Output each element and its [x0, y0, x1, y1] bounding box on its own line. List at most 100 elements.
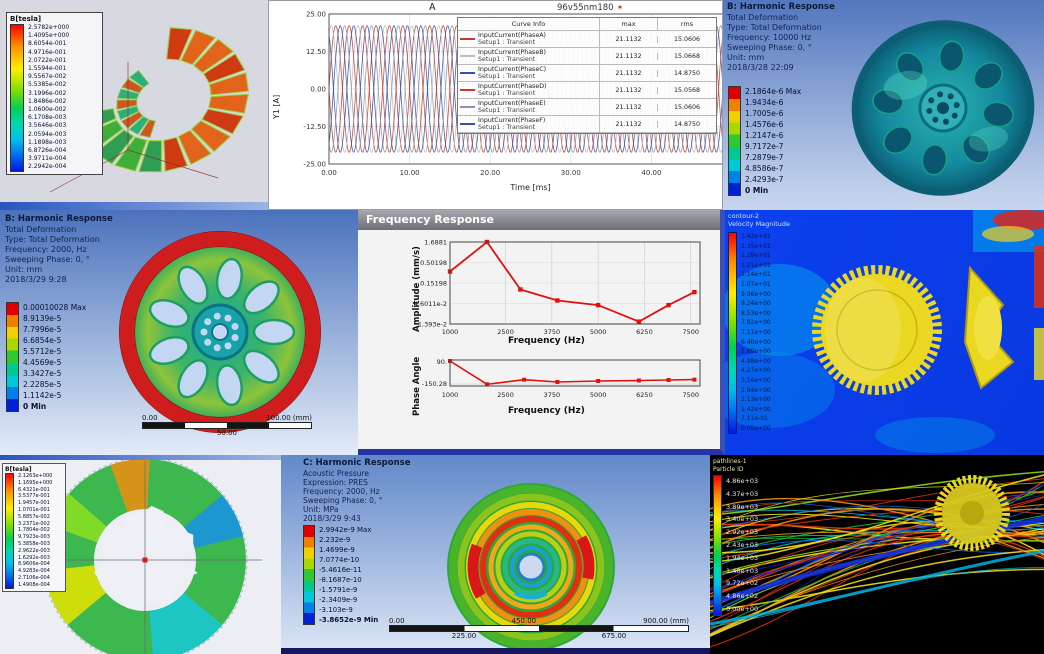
svg-text:4.6011e-2: 4.6011e-2	[414, 300, 447, 308]
scale-ruler: 0.00 450.00 900.00 (mm) 225.00 675.00	[389, 617, 689, 640]
svg-text:0.00: 0.00	[321, 169, 337, 177]
legend-value: 1.07e+01	[741, 280, 771, 288]
legend-value: 2.43e+03	[726, 540, 759, 549]
legend-value: 6.40e+00	[741, 338, 771, 346]
legend-value: 1.21e+01	[741, 261, 771, 269]
result-info-line: Unit: MPa	[303, 505, 339, 514]
result-title: B: Harmonic Response	[5, 214, 113, 224]
panel-harmonic-10000hz: B: Harmonic Response Total Deformation Ty…	[723, 0, 1044, 210]
legend-value: 7.0774e-10	[319, 556, 360, 564]
marker-icon	[614, 3, 624, 13]
legend-value: -2.3409e-9	[319, 596, 358, 604]
legend-value: -8.1687e-10	[319, 576, 362, 584]
legend-value: 1.1695e+000	[18, 479, 53, 486]
window-titlebar[interactable]: Frequency Response	[358, 210, 720, 230]
svg-text:20.00: 20.00	[480, 169, 500, 177]
svg-text:2500: 2500	[497, 391, 514, 399]
curve-legend-header: Curve Info max rms	[458, 18, 716, 31]
curve-name: InputCurrent(PhaseA)	[478, 32, 546, 39]
colorbar	[713, 475, 722, 616]
curve-legend-row: InputCurrent(PhaseB) Setup1 : Transient 2…	[458, 48, 716, 65]
pathlines-variable: Particle ID	[713, 465, 744, 473]
ruler-bar	[389, 625, 689, 632]
legend-value: 5.3858e-003	[18, 540, 50, 547]
field-legend: B[tesla] 2.5782e+000 1.4095e+000 8.6054e-0…	[6, 12, 103, 175]
svg-text:7500: 7500	[682, 328, 699, 336]
legend-value: 1.7804e-002	[18, 527, 50, 534]
particle-legend: 4.86e+03 4.37e+03 3.89e+03 3.40e+03 2.92e+03…	[713, 475, 758, 616]
curve-legend-row: InputCurrent(PhaseF) Setup1 : Transient 2…	[458, 116, 716, 133]
curve-rms: 15.0606	[673, 35, 701, 43]
legend-value: -1.5791e-9	[319, 586, 358, 594]
deformation-legend: 2.1864e-6 Max 1.9434e-6 1.7005e-6 1.4576e-6…	[728, 86, 801, 196]
frequency-axis-label: Frequency (Hz)	[508, 336, 585, 346]
colorbar	[5, 473, 14, 589]
legend-value: 0 Min	[745, 186, 769, 195]
curve-max: 21.1132	[600, 120, 658, 128]
ring-field-plot	[28, 457, 262, 654]
result-info-line: Sweeping Phase: 0, °	[303, 496, 383, 505]
legend-value: 2.4293e-7	[745, 175, 784, 184]
ruler-q1: 225.00	[451, 632, 477, 640]
legend-value: 3.9711e-004	[28, 155, 67, 163]
legend-value: 1.4576e-6	[745, 120, 784, 129]
legend-value: 1.0701e-001	[18, 506, 50, 513]
panel-velocity-contour: contour-2 Velocity Magnitude 1.42e+01 1.3…	[725, 210, 1044, 455]
legend-value: 9.96e+00	[741, 290, 771, 298]
legend-value: 5.5712e-5	[23, 347, 62, 356]
result-info: B: Harmonic Response Total Deformation Ty…	[5, 214, 113, 285]
legend-value: 0.00010028 Max	[23, 303, 87, 312]
legend-value: 8.9139e-5	[23, 314, 62, 323]
result-info-line: Unit: mm	[5, 265, 43, 274]
curve-setup: Setup1 : Transient	[478, 39, 536, 46]
result-info-line: Frequency: 10000 Hz	[727, 33, 812, 42]
legend-value: 1.9434e-6	[745, 98, 784, 107]
legend-value: 5.69e+00	[741, 348, 771, 356]
legend-value: 1.7005e-6	[745, 109, 784, 118]
ruler-max: 100.00 (mm)	[266, 414, 312, 422]
svg-text:-150.28: -150.28	[422, 380, 447, 388]
ruler-q3: 675.00	[601, 632, 627, 640]
legend-value: 7.7996e-5	[23, 325, 62, 334]
torus-field-plot	[49, 27, 250, 193]
legend-value: 4.37e+03	[726, 489, 759, 498]
legend-value: 0 Min	[23, 402, 47, 411]
result-info-line: Type: Total Deformation	[5, 235, 100, 244]
result-info-line: Frequency: 2000, Hz	[5, 245, 87, 254]
ruler-max: 900.00 (mm)	[643, 617, 689, 625]
scale-ruler: 0.00 100.00 (mm) 50.00	[142, 414, 312, 437]
window-edge-strip	[0, 202, 268, 210]
svg-text:3750: 3750	[544, 391, 561, 399]
legend-value: 1.4908e-004	[18, 581, 50, 588]
legend-title: B[tesla]	[5, 466, 32, 473]
legend-value: 9.5567e-002	[28, 73, 67, 81]
legend-value: 1.1142e-5	[23, 391, 62, 400]
svg-text:10.00: 10.00	[400, 169, 420, 177]
legend-value: -5.4616e-11	[319, 566, 362, 574]
result-info: B: Harmonic Response Total Deformation Ty…	[727, 2, 835, 73]
legend-value: 2.5782e+000	[28, 24, 70, 31]
legend-value: 7.11e+00	[741, 328, 771, 336]
result-info-line: Sweeping Phase: 0, °	[5, 255, 90, 264]
panel-maxwell-torus: B[tesla] 2.5782e+000 1.4095e+000 8.6054e-0…	[0, 0, 268, 210]
result-info-line: Frequency: 2000, Hz	[303, 487, 380, 496]
legend-value: 2.1864e-6 Max	[745, 87, 802, 96]
curve-rms: 15.0568	[673, 86, 701, 94]
legend-value: 0.00e+00	[741, 424, 771, 432]
svg-text:5000: 5000	[590, 328, 607, 336]
ruler-bar	[142, 422, 312, 429]
result-info-line: Total Deformation	[727, 13, 799, 22]
svg-text:0.50198: 0.50198	[420, 259, 447, 267]
legend-value: 9.72e+02	[726, 579, 759, 588]
curve-max: 21.1132	[600, 69, 658, 77]
legend-value: 8.9606e-004	[18, 561, 50, 568]
y-axis-label: Y1 [A]	[272, 94, 281, 119]
curve-setup: Setup1 : Transient	[478, 73, 536, 80]
svg-text:50.00: 50.00	[722, 169, 723, 177]
colorbar	[728, 232, 737, 434]
legend-value: 1.46e+03	[726, 566, 759, 575]
svg-text:30.00: 30.00	[561, 169, 581, 177]
deformed-wheel-plot	[851, 20, 1035, 196]
curve-setup: Setup1 : Transient	[478, 56, 536, 63]
legend-value: -3.8652e-9 Min	[319, 616, 379, 624]
